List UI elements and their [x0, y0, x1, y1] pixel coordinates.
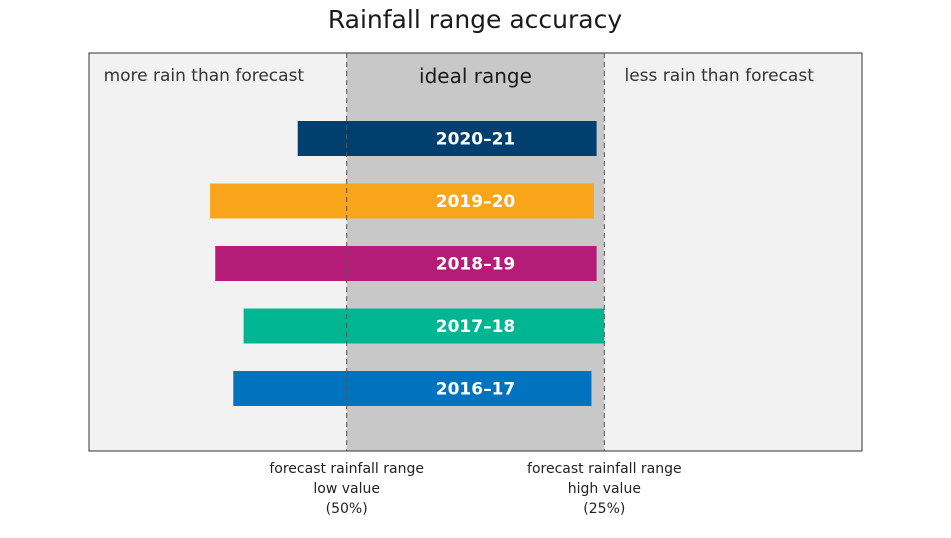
bar-1 — [210, 183, 595, 219]
more-rain-label: more rain than forecast — [104, 66, 305, 86]
bar-0 — [297, 121, 597, 156]
bar-4 — [233, 371, 592, 406]
less-rain-region — [604, 53, 862, 451]
reference-label-1-line-0: forecast rainfall range — [527, 461, 682, 477]
reference-lines-group — [346, 53, 605, 451]
ideal-range-label: ideal range — [419, 64, 532, 88]
chart-title: Rainfall range accuracy — [328, 5, 623, 34]
reference-label-0-line-0: forecast rainfall range — [269, 461, 424, 477]
bar-label-4: 2016–17 — [436, 380, 515, 400]
reference-label-1-line-1: high value — [568, 481, 641, 497]
less-rain-label: less rain than forecast — [624, 66, 814, 86]
bar-label-2: 2018–19 — [436, 255, 515, 275]
reference-label-0-line-2: (50%) — [326, 501, 368, 517]
bar-label-0: 2020–21 — [436, 130, 515, 150]
bar-3 — [243, 308, 605, 344]
reference-label-1-line-2: (25%) — [583, 501, 625, 517]
bar-label-1: 2019–20 — [436, 192, 516, 212]
reference-labels-group: forecast rainfall range low value (50%) for… — [269, 461, 681, 517]
plot-frame — [88, 52, 863, 452]
reference-label-0-line-1: low value — [313, 481, 380, 497]
bar-label-3: 2017–18 — [436, 317, 515, 337]
bars-group: 2020–21 2019–20 2018–19 2017–18 2016–17 — [210, 121, 605, 406]
bar-2 — [215, 246, 597, 281]
